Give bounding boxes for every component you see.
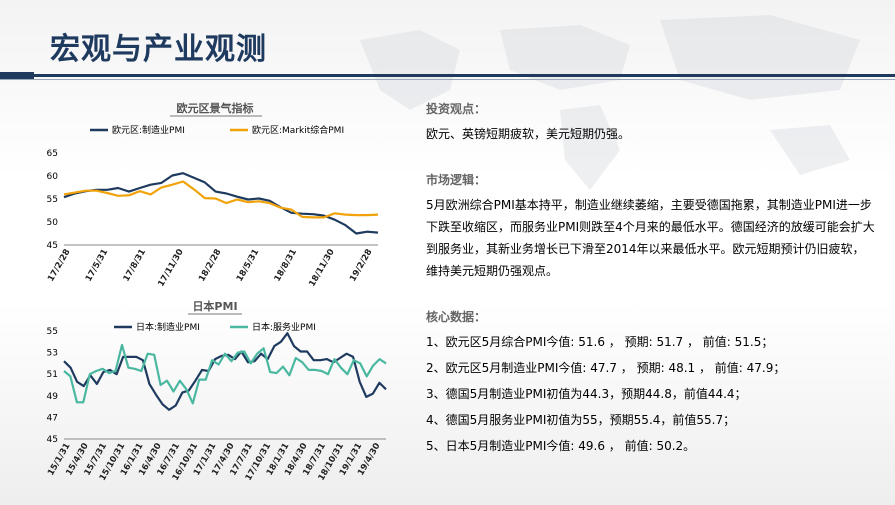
y-tick-label: 51 bbox=[47, 370, 58, 380]
x-tick-label: 17/11/30 bbox=[156, 247, 186, 288]
commentary-panel: 投资观点： 欧元、英镑短期疲软，美元短期仍强。 市场逻辑： 5月欧洲综合PMI基… bbox=[426, 100, 876, 459]
view-body: 欧元、英镑短期疲软，美元短期仍强。 bbox=[426, 127, 631, 141]
data-title: 核心数据： bbox=[426, 310, 487, 324]
y-axis: 45 50 55 60 65 bbox=[47, 149, 59, 251]
series-line bbox=[63, 343, 387, 405]
y-tick-label: 47 bbox=[47, 413, 58, 423]
legend-label: 日本:制造业PMI bbox=[136, 321, 200, 333]
japan-chart: 日本PMI 日本:制造业PMI 日本:服务业PMI 45 47 49 51 53 55 15… bbox=[46, 299, 387, 483]
page-title: 宏观与产业观测 bbox=[50, 32, 267, 67]
data-item: 1、欧元区5月综合PMI今值: 51.6 ， 预期: 51.7 ， 前值: 51… bbox=[426, 335, 774, 349]
chart-legend: 欧元区:制造业PMI 欧元区:Markit综合PMI bbox=[90, 124, 344, 136]
series-line bbox=[63, 180, 379, 219]
x-tick-label: 17/5/31 bbox=[84, 247, 111, 283]
view-title: 投资观点： bbox=[426, 102, 487, 116]
y-tick-label: 50 bbox=[47, 218, 59, 228]
y-tick-label: 55 bbox=[47, 327, 58, 337]
data-item: 3、德国5月制造业PMI初值为44.3，预期44.8，前值44.4； bbox=[426, 387, 747, 401]
y-tick-label: 53 bbox=[47, 349, 58, 359]
eurozone-chart: 欧元区景气指标 欧元区:制造业PMI 欧元区:Markit综合PMI 45 50 55… bbox=[46, 101, 379, 289]
data-item: 5、日本5月制造业PMI今值: 49.6 ， 前值: 50.2。 bbox=[426, 439, 696, 453]
x-tick-label: 19/2/28 bbox=[348, 247, 375, 283]
x-axis: 15/1/3115/4/3015/7/3115/10/3116/1/3116/4… bbox=[46, 438, 386, 483]
chart-legend: 日本:制造业PMI 日本:服务业PMI bbox=[114, 321, 316, 333]
world-map-watermark bbox=[360, 15, 860, 190]
logic-body: 5月欧洲综合PMI基本持平，制造业继续萎缩，主要受德国拖累，其制造业PMI进一步… bbox=[426, 198, 875, 278]
chart-plot-area bbox=[63, 332, 387, 411]
y-axis: 45 47 49 51 53 55 bbox=[47, 327, 59, 445]
logic-title: 市场逻辑： bbox=[426, 173, 487, 187]
chart-title: 欧元区景气指标 bbox=[177, 101, 254, 115]
x-tick-label: 17/2/28 bbox=[46, 247, 73, 283]
y-tick-label: 45 bbox=[47, 435, 58, 445]
header-divider bbox=[0, 74, 895, 77]
chart-plot-area bbox=[63, 172, 379, 235]
legend-label: 欧元区:制造业PMI bbox=[112, 124, 185, 136]
x-tick-label: 18/2/28 bbox=[197, 247, 224, 283]
legend-label: 欧元区:Markit综合PMI bbox=[252, 124, 344, 136]
chart-title: 日本PMI bbox=[192, 299, 237, 313]
series-line bbox=[63, 172, 379, 235]
y-tick-label: 45 bbox=[47, 241, 58, 251]
x-tick-label: 17/8/31 bbox=[122, 247, 149, 283]
y-tick-label: 60 bbox=[47, 172, 59, 182]
x-tick-label: 18/8/31 bbox=[273, 247, 300, 283]
data-list: 1、欧元区5月综合PMI今值: 51.6 ， 预期: 51.7 ， 前值: 51… bbox=[426, 329, 876, 459]
x-tick-label: 18/11/30 bbox=[307, 247, 337, 288]
x-tick-label: 18/5/31 bbox=[235, 247, 262, 283]
y-tick-label: 55 bbox=[47, 195, 58, 205]
header-divider-thin bbox=[0, 79, 895, 80]
y-tick-label: 49 bbox=[47, 392, 59, 402]
legend-label: 日本:服务业PMI bbox=[252, 321, 316, 333]
data-item: 2、欧元区5月制造业PMI今值: 47.7 ， 预期: 48.1 ， 前值: 4… bbox=[426, 361, 786, 375]
y-tick-label: 65 bbox=[47, 149, 58, 159]
data-item: 4、德国5月服务业PMI初值为55，预期55.4，前值55.7； bbox=[426, 413, 736, 427]
x-axis: 17/2/28 17/5/31 17/8/31 17/11/30 18/2/28 18/5… bbox=[46, 244, 378, 289]
